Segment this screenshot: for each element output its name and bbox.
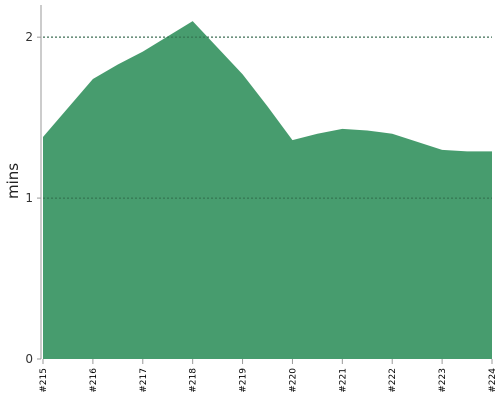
x-tick-label-2: #217 — [139, 368, 149, 393]
x-tick-labels: #215 #216 #217 #218 #219 #220 #221 #222 #223 #224 — [39, 359, 498, 393]
y-tick-label-0: 0 — [25, 352, 33, 366]
y-tick-labels: 0 1 2 — [25, 30, 41, 366]
x-tick-label-4: #219 — [239, 368, 249, 393]
x-tick-label-7: #222 — [388, 368, 398, 393]
y-axis-title: mins — [4, 163, 22, 199]
x-tick-label-9: #224 — [488, 368, 498, 393]
x-tick-label-0: #215 — [39, 368, 49, 393]
x-tick-label-8: #223 — [438, 368, 448, 393]
x-tick-label-3: #218 — [189, 368, 199, 393]
x-tick-label-5: #220 — [288, 368, 298, 393]
x-tick-label-1: #216 — [89, 368, 99, 393]
area-series — [43, 21, 492, 359]
gridlines-overlay — [43, 36, 492, 199]
y-tick-label-2: 2 — [25, 30, 33, 44]
x-tick-label-6: #221 — [338, 368, 348, 393]
y-tick-label-1: 1 — [25, 191, 33, 205]
